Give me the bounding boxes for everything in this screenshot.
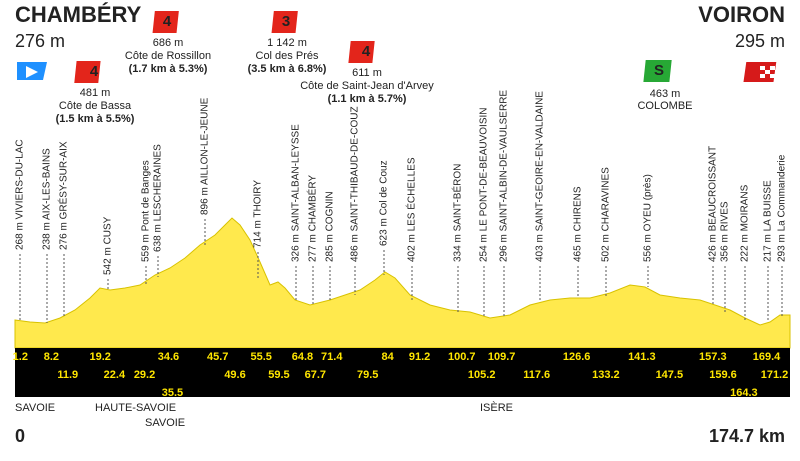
region: SAVOIE <box>15 402 55 414</box>
climb-badge <box>152 11 179 33</box>
km-marker: 11.9 <box>57 369 78 381</box>
place-label: 356 m RIVES <box>720 201 731 262</box>
climb-badge <box>348 41 375 63</box>
climb-category: 3 <box>282 13 290 30</box>
start-altitude: 276 m <box>15 31 65 51</box>
climb-name: Col des Prés <box>256 50 319 62</box>
km-marker: 133.2 <box>592 369 620 381</box>
distance-start: 0 <box>15 426 25 446</box>
km-marker: 55.5 <box>250 351 271 363</box>
profile-area <box>14 217 791 349</box>
km-marker: 35.5 <box>162 387 183 399</box>
place-label: 217 m LA BUISSE <box>763 180 774 262</box>
climb-detail: (1.1 km à 5.7%) <box>328 93 407 105</box>
place-label: 465 m CHIRENS <box>573 186 584 262</box>
climb-detail: (3.5 km à 6.8%) <box>248 63 327 75</box>
place-label: 623 m Col de Couz <box>379 160 390 246</box>
region: ISÈRE <box>480 401 513 414</box>
sprint-altitude: 463 m <box>650 88 681 100</box>
climb-category: 4 <box>362 43 371 60</box>
place-label: 638 m LESCHERAINES <box>153 144 164 252</box>
km-marker: 100.7 <box>448 351 476 363</box>
place-label: 402 m LES ÉCHELLES <box>405 157 418 262</box>
km-marker: 141.3 <box>628 351 656 363</box>
km-marker: 147.5 <box>656 369 684 381</box>
climb-name: Côte de Saint-Jean d'Arvey <box>300 80 434 92</box>
start-arrow <box>26 66 38 78</box>
km-marker: 117.6 <box>523 369 550 381</box>
km-marker: 8.2 <box>44 351 59 363</box>
finish-name: VOIRON <box>698 2 785 27</box>
place-label: 426 m BEAUCROISSANT <box>708 146 719 262</box>
place-label: 276 m GRÉSY-SUR-AIX <box>57 141 70 250</box>
region: HAUTE-SAVOIE <box>95 402 176 414</box>
km-marker: 22.4 <box>104 369 126 381</box>
place-label: 293 m La Commanderie <box>777 154 788 262</box>
place-label: 542 m CUSY <box>103 216 114 275</box>
place-label: 326 m SAINT-ALBAN-LEYSSE <box>291 124 302 262</box>
km-marker: 49.6 <box>224 369 245 381</box>
region: SAVOIE <box>145 417 185 429</box>
place-label: 502 m CHARAVINES <box>601 167 612 262</box>
climb-altitude: 481 m <box>80 87 111 99</box>
distance-total: 174.7 km <box>709 426 785 446</box>
climb-altitude: 686 m <box>153 37 184 49</box>
place-label: 896 m AILLON-LE-JEUNE <box>200 97 211 215</box>
km-marker: 159.6 <box>709 369 737 381</box>
finish-flag <box>743 62 780 82</box>
km-marker: 164.3 <box>730 387 758 399</box>
km-marker: 169.4 <box>753 351 781 363</box>
climb-altitude: 1 142 m <box>267 37 307 49</box>
finish-altitude: 295 m <box>735 31 785 51</box>
km-marker: 171.2 <box>761 369 789 381</box>
sprint-badge-label: S <box>654 62 664 79</box>
km-marker: 157.3 <box>699 351 727 363</box>
climb-category: 4 <box>163 13 172 30</box>
climb-altitude: 611 m <box>352 67 382 79</box>
climb-category: 4 <box>90 63 99 80</box>
place-label: 403 m SAINT-GEOIRE-EN-VALDAINE <box>535 91 546 262</box>
place-label: 486 m SAINT-THIBAUD-DE-COUZ <box>350 106 361 262</box>
km-marker: 1.2 <box>13 351 28 363</box>
km-marker: 34.6 <box>158 351 179 363</box>
km-marker: 71.4 <box>321 351 343 363</box>
climb-badge <box>74 61 101 83</box>
sprint-name: COLOMBE <box>637 100 692 112</box>
place-label: 285 m COGNIN <box>325 191 336 262</box>
climb-detail: (1.5 km à 5.5%) <box>56 113 135 125</box>
place-label: 556 m OYEU (près) <box>643 174 654 262</box>
km-marker: 105.2 <box>468 369 496 381</box>
place-label: 714 m THOIRY <box>253 180 264 248</box>
km-marker: 91.2 <box>409 351 430 363</box>
place-label: 238 m AIX-LES-BAINS <box>42 148 53 250</box>
km-marker: 84 <box>382 351 395 363</box>
km-marker: 45.7 <box>207 351 228 363</box>
place-label: 296 m SAINT-ALBIN-DE-VAULSERRE <box>499 90 510 262</box>
climb-badge <box>271 11 298 33</box>
km-marker: 126.6 <box>563 351 591 363</box>
km-band <box>15 348 790 397</box>
climb-name: Côte de Bassa <box>59 100 132 112</box>
km-marker: 109.7 <box>488 351 516 363</box>
climb-name: Côte de Rossillon <box>125 50 211 62</box>
place-label: 222 m MOIRANS <box>740 184 751 262</box>
km-marker: 19.2 <box>89 351 110 363</box>
place-label: 277 m CHAMBÉRY <box>306 175 319 262</box>
place-label: 559 m Pont de Banges <box>141 160 152 262</box>
place-label: 268 m VIVIERS-DU-LAC <box>15 139 26 250</box>
place-label: 254 m LE PONT-DE-BEAUVOISIN <box>479 108 490 263</box>
km-marker: 29.2 <box>134 369 155 381</box>
km-marker: 64.8 <box>292 351 313 363</box>
km-marker: 59.5 <box>268 369 289 381</box>
sprint-badge <box>643 60 672 82</box>
place-label: 334 m SAINT-BÉRON <box>451 164 464 262</box>
km-marker: 79.5 <box>357 369 378 381</box>
climb-detail: (1.7 km à 5.3%) <box>129 63 208 75</box>
km-marker: 67.7 <box>305 369 326 381</box>
start-name: CHAMBÉRY <box>15 2 142 27</box>
